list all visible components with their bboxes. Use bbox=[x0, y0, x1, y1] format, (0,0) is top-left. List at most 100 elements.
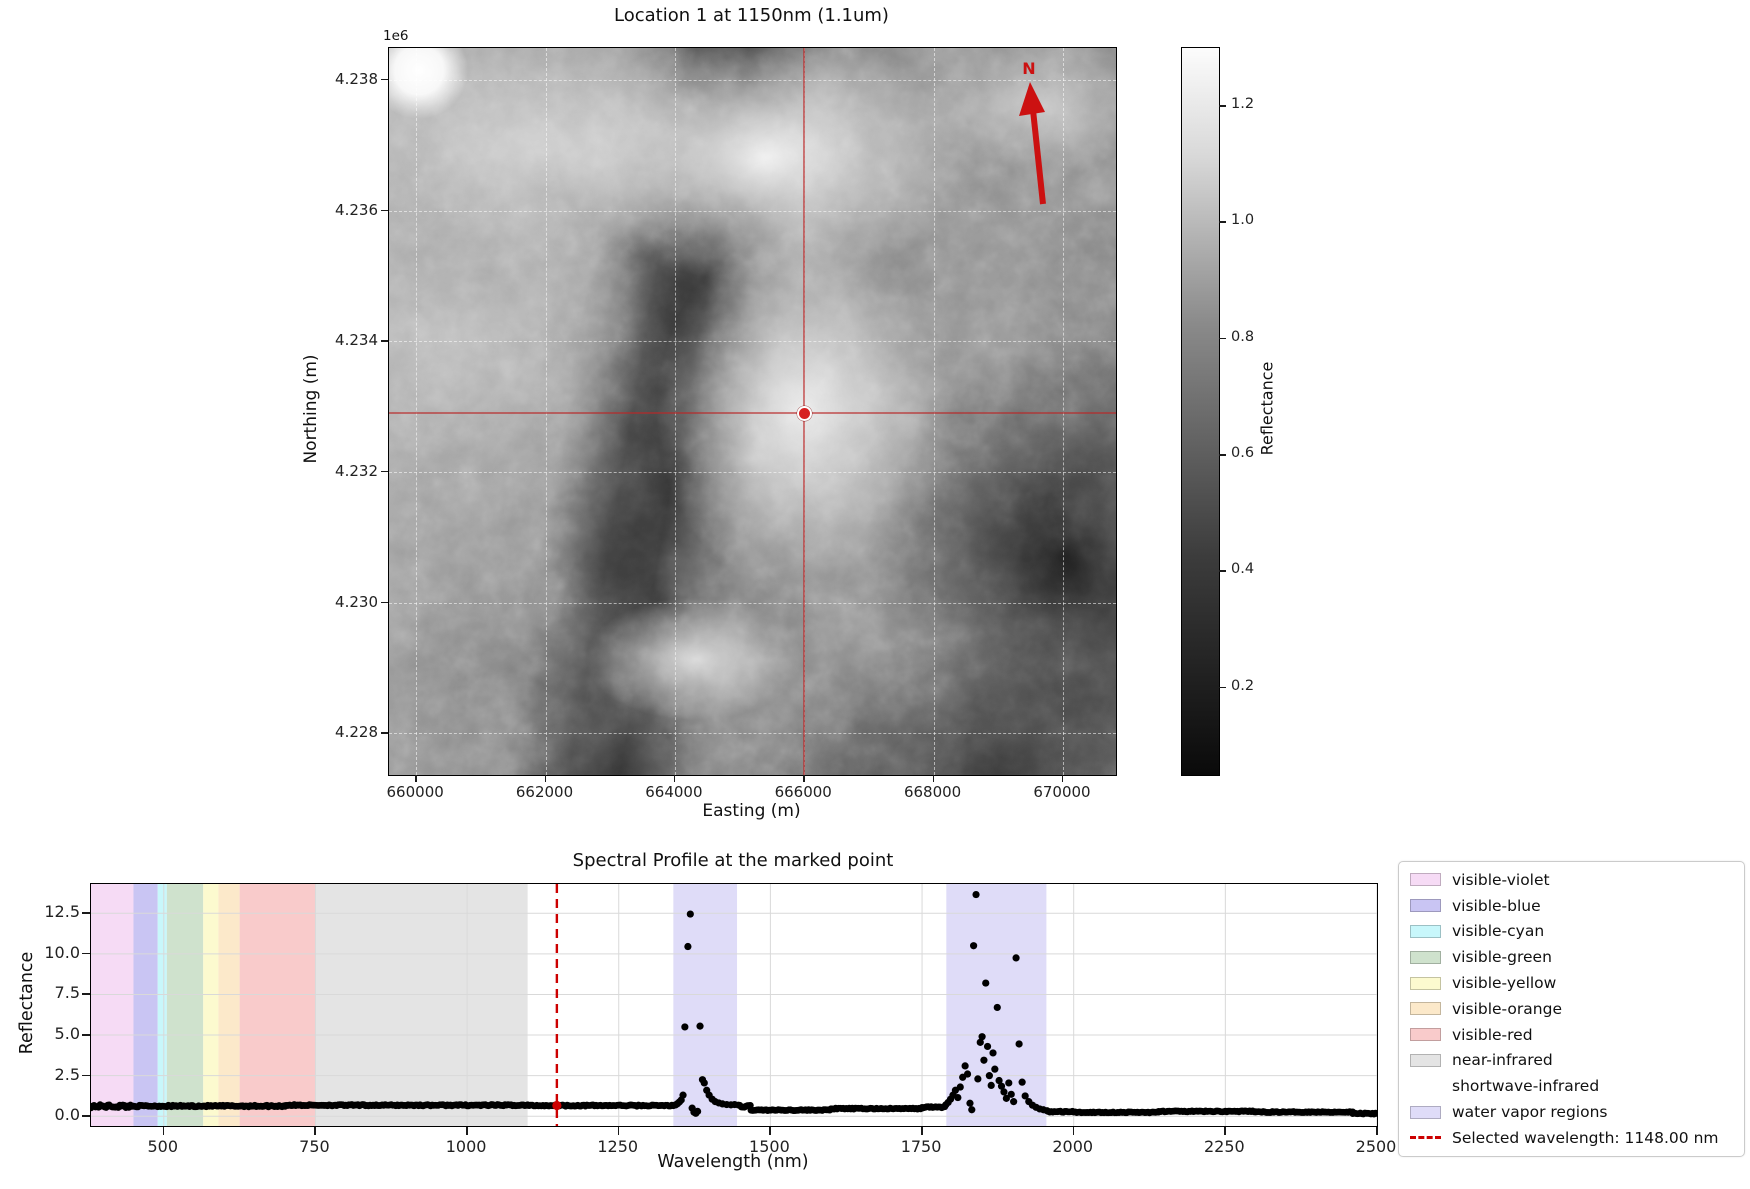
spectrum-point bbox=[1005, 1079, 1013, 1087]
band-visible-red bbox=[239, 884, 316, 1126]
colorbar-tick-label: 0.6 bbox=[1231, 445, 1255, 462]
map-x-tick-label: 670000 bbox=[1033, 783, 1091, 801]
northing-axis-label: Northing (m) bbox=[301, 354, 321, 464]
spectrum-point bbox=[974, 1075, 982, 1083]
colorbar-tickmark bbox=[1219, 221, 1226, 223]
spectral-plot[interactable] bbox=[90, 883, 1378, 1127]
map-gridline-horizontal bbox=[389, 733, 1116, 735]
spectrum-point bbox=[980, 1056, 988, 1064]
spectrum-point bbox=[684, 942, 692, 951]
spectral-y-tickmark bbox=[82, 1034, 90, 1036]
spectral-x-tickmark bbox=[162, 1127, 165, 1135]
legend-swatch-icon bbox=[1410, 1028, 1441, 1042]
selected-wavelength-point bbox=[552, 1100, 562, 1111]
spectral-x-tickmark bbox=[921, 1127, 923, 1135]
colorbar-tick-label: 0.2 bbox=[1231, 677, 1255, 694]
map-y-tick-label: 4.238 bbox=[335, 70, 378, 88]
spectral-x-tickmark bbox=[1224, 1127, 1226, 1135]
map-plot[interactable]: N bbox=[388, 47, 1117, 776]
spectrum-point bbox=[954, 1093, 962, 1102]
colorbar-tickmark bbox=[1219, 337, 1226, 340]
map-x-tick-label: 664000 bbox=[645, 783, 703, 801]
band-visible-cyan bbox=[157, 884, 167, 1126]
legend-item-label: visible-violet bbox=[1452, 870, 1550, 889]
spectral-x-tick-label: 1250 bbox=[597, 1137, 639, 1156]
spectrum-point bbox=[686, 910, 694, 918]
axis-offset-label: 1e6 bbox=[383, 28, 409, 44]
legend-item: visible-blue bbox=[1399, 893, 1744, 919]
spectral-x-tick-label: 1500 bbox=[749, 1137, 790, 1156]
map-gridline-vertical bbox=[416, 48, 418, 775]
map-x-tick-label: 668000 bbox=[903, 783, 962, 801]
legend-item-label: water vapor regions bbox=[1452, 1103, 1608, 1122]
spectrum-point bbox=[956, 1083, 964, 1091]
colorbar-tick-label: 1.0 bbox=[1231, 212, 1255, 229]
legend-item-label: visible-cyan bbox=[1452, 922, 1545, 941]
legend-swatch-icon bbox=[1410, 976, 1441, 990]
map-gridline-vertical bbox=[545, 48, 547, 775]
spectrum-point bbox=[1010, 1098, 1018, 1106]
spectrum-point bbox=[987, 1081, 995, 1089]
map-gridline-vertical bbox=[674, 48, 676, 775]
spectral-y-tickmark bbox=[82, 912, 90, 914]
crosshair-horizontal bbox=[389, 412, 1116, 415]
spectral-y-tick-label: 7.5 bbox=[54, 983, 80, 1003]
legend-item-label: visible-orange bbox=[1452, 999, 1562, 1018]
colorbar-tickmark bbox=[1219, 454, 1226, 456]
map-gridline-horizontal bbox=[389, 471, 1116, 473]
spectral-y-tick-label: 10.0 bbox=[44, 942, 80, 962]
spectrum-point bbox=[978, 1033, 986, 1041]
spectrum-point bbox=[961, 1062, 969, 1070]
spectrum-point bbox=[700, 1079, 708, 1087]
spectrum-point bbox=[1000, 1088, 1008, 1096]
legend-item-label: visible-yellow bbox=[1452, 974, 1557, 993]
map-x-tickmark bbox=[932, 775, 934, 782]
legend-swatch-icon bbox=[1410, 1105, 1441, 1119]
legend-swatch-icon bbox=[1410, 1053, 1441, 1067]
spectrum-point bbox=[966, 1099, 974, 1107]
spectral-y-tick-label: 5.0 bbox=[54, 1024, 80, 1044]
spectral-x-tickmark bbox=[769, 1127, 771, 1135]
spectral-y-tick-label: 0.0 bbox=[54, 1105, 80, 1125]
spectrum-point bbox=[679, 1091, 687, 1099]
spectrum-point bbox=[1373, 1110, 1377, 1117]
spectrum-point bbox=[991, 1065, 999, 1073]
legend-item: visible-cyan bbox=[1399, 919, 1744, 945]
legend-swatch-icon bbox=[1410, 924, 1441, 938]
legend-item: visible-red bbox=[1399, 1022, 1744, 1048]
map-x-tick-label: 666000 bbox=[774, 783, 832, 801]
legend-swatch-icon bbox=[1410, 950, 1441, 964]
colorbar-tickmark bbox=[1219, 570, 1226, 572]
spectrum-point bbox=[1007, 1090, 1015, 1098]
legend-item: Selected wavelength: 1148.00 nm bbox=[1399, 1125, 1744, 1151]
map-gridline-vertical bbox=[933, 48, 935, 775]
legend-item: near-infrared bbox=[1399, 1048, 1744, 1074]
spectral-x-tickmark bbox=[466, 1127, 468, 1135]
spectral-x-tickmark bbox=[314, 1127, 317, 1135]
legend-item-label: shortwave-infrared bbox=[1452, 1077, 1600, 1096]
north-arrow-icon bbox=[1019, 82, 1046, 205]
legend-swatch-icon bbox=[1410, 873, 1441, 887]
map-noise-texture-fine bbox=[389, 48, 1116, 775]
map-y-tick-label: 4.230 bbox=[335, 592, 378, 611]
spectral-x-tick-label: 2250 bbox=[1203, 1137, 1245, 1156]
spectrum-point bbox=[993, 1003, 1001, 1012]
map-gridline-horizontal bbox=[389, 341, 1116, 343]
selected-wavelength-key-icon bbox=[1410, 1136, 1441, 1140]
map-y-tickmark bbox=[381, 470, 388, 473]
map-x-tickmark bbox=[415, 775, 417, 782]
map-y-tickmark bbox=[381, 209, 388, 212]
colorbar-tick-label: 1.2 bbox=[1231, 96, 1255, 113]
map-x-tick-label: 660000 bbox=[386, 783, 444, 801]
legend-item-label: visible-blue bbox=[1452, 896, 1541, 915]
spectral-x-tick-label: 1000 bbox=[445, 1137, 487, 1156]
spectrum-point bbox=[997, 1082, 1006, 1090]
legend-item-label: visible-green bbox=[1452, 948, 1552, 967]
legend-item: shortwave-infrared bbox=[1399, 1073, 1744, 1099]
legend-item: visible-yellow bbox=[1399, 970, 1744, 996]
spectrum-point bbox=[696, 1022, 704, 1030]
map-gridline-vertical bbox=[1062, 48, 1064, 775]
spectral-y-tick-label: 12.5 bbox=[44, 902, 80, 922]
band-visible-blue bbox=[133, 884, 158, 1126]
